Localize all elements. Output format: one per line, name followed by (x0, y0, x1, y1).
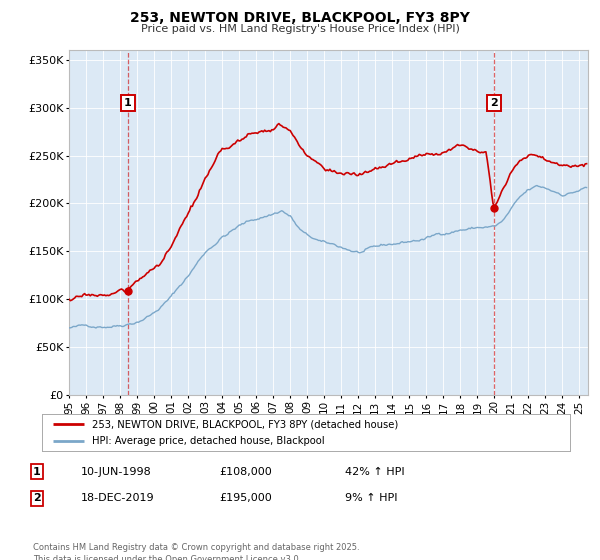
Text: 1: 1 (33, 466, 41, 477)
Text: HPI: Average price, detached house, Blackpool: HPI: Average price, detached house, Blac… (92, 436, 325, 446)
Text: Contains HM Land Registry data © Crown copyright and database right 2025.
This d: Contains HM Land Registry data © Crown c… (33, 543, 359, 560)
Text: £108,000: £108,000 (219, 466, 272, 477)
Text: 42% ↑ HPI: 42% ↑ HPI (345, 466, 404, 477)
Text: 1: 1 (124, 98, 131, 108)
Text: £195,000: £195,000 (219, 493, 272, 503)
Text: 10-JUN-1998: 10-JUN-1998 (81, 466, 152, 477)
Text: 2: 2 (490, 98, 497, 108)
Text: 2: 2 (33, 493, 41, 503)
Text: 9% ↑ HPI: 9% ↑ HPI (345, 493, 398, 503)
Text: 253, NEWTON DRIVE, BLACKPOOL, FY3 8PY (detached house): 253, NEWTON DRIVE, BLACKPOOL, FY3 8PY (d… (92, 419, 398, 429)
Text: Price paid vs. HM Land Registry's House Price Index (HPI): Price paid vs. HM Land Registry's House … (140, 24, 460, 34)
Text: 18-DEC-2019: 18-DEC-2019 (81, 493, 155, 503)
Text: 253, NEWTON DRIVE, BLACKPOOL, FY3 8PY: 253, NEWTON DRIVE, BLACKPOOL, FY3 8PY (130, 11, 470, 25)
